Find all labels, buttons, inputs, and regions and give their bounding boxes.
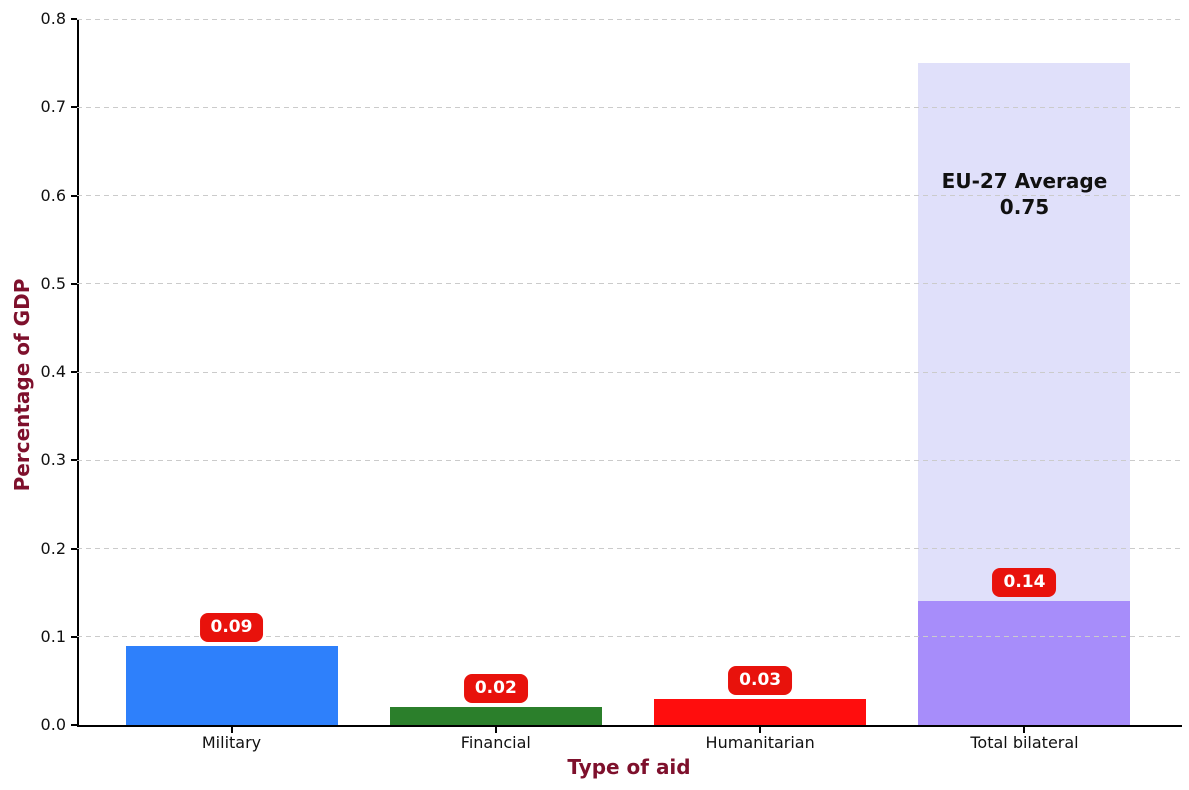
bar-total-bilateral xyxy=(918,601,1131,725)
y-tick-label: 0.6 xyxy=(40,185,66,205)
gridline-y-0.7 xyxy=(77,106,1182,108)
y-tick-label: 0.7 xyxy=(40,97,66,117)
y-tick-label: 0.1 xyxy=(40,626,66,646)
gridline-y-0.6 xyxy=(77,195,1182,196)
gridline-y-0.1 xyxy=(77,636,1182,638)
x-tick-mark xyxy=(1023,727,1026,733)
x-tick-label-humanitarian: Humanitarian xyxy=(705,733,815,752)
x-axis-spine xyxy=(77,725,1182,727)
y-tick-label: 0.3 xyxy=(40,450,66,470)
eu27-average-annotation: EU-27 Average 0.75 xyxy=(942,168,1108,220)
y-tick-mark xyxy=(71,459,77,462)
y-tick-label: 0.8 xyxy=(40,9,66,28)
x-axis-title: Type of aid xyxy=(567,755,691,779)
eu27-average-annotation-line2: 0.75 xyxy=(999,195,1050,219)
y-tick-label: 0.0 xyxy=(40,715,66,734)
y-tick-mark xyxy=(71,18,77,20)
value-badge: 0.03 xyxy=(728,665,793,695)
bar-humanitarian xyxy=(654,698,867,725)
y-tick-mark xyxy=(71,194,77,197)
x-tick-label-financial: Financial xyxy=(460,733,531,752)
value-badge: 0.02 xyxy=(463,674,528,704)
y-axis-spine xyxy=(77,19,79,727)
y-tick-mark xyxy=(71,106,77,109)
gridline-y-0.3 xyxy=(77,459,1182,461)
bar-military xyxy=(125,645,338,725)
bar-financial xyxy=(389,707,602,725)
gridline-y-0.2 xyxy=(77,548,1182,549)
value-badge: 0.09 xyxy=(199,612,264,642)
x-tick-mark xyxy=(759,727,762,733)
x-tick-mark xyxy=(230,727,233,733)
x-tick-label-total-bilateral: Total bilateral xyxy=(970,733,1079,752)
x-tick-label-military: Military xyxy=(201,733,262,752)
y-tick-mark xyxy=(71,547,77,550)
y-tick-mark xyxy=(71,724,77,726)
y-tick-label: 0.2 xyxy=(40,538,66,558)
y-tick-label: 0.4 xyxy=(40,362,66,381)
value-badge: 0.14 xyxy=(992,568,1057,598)
gridline-y-0.5 xyxy=(77,283,1182,285)
y-tick-mark xyxy=(71,371,77,373)
x-tick-mark xyxy=(494,727,497,733)
y-tick-mark xyxy=(71,282,77,285)
eu27-average-annotation-line1: EU-27 Average xyxy=(941,169,1108,193)
y-tick-mark xyxy=(71,635,77,638)
y-axis-title: Percentage of GDP xyxy=(10,278,34,492)
gridline-y-0.4 xyxy=(77,371,1182,373)
gridline-y-0.8 xyxy=(77,18,1182,20)
y-tick-label: 0.5 xyxy=(40,273,66,293)
